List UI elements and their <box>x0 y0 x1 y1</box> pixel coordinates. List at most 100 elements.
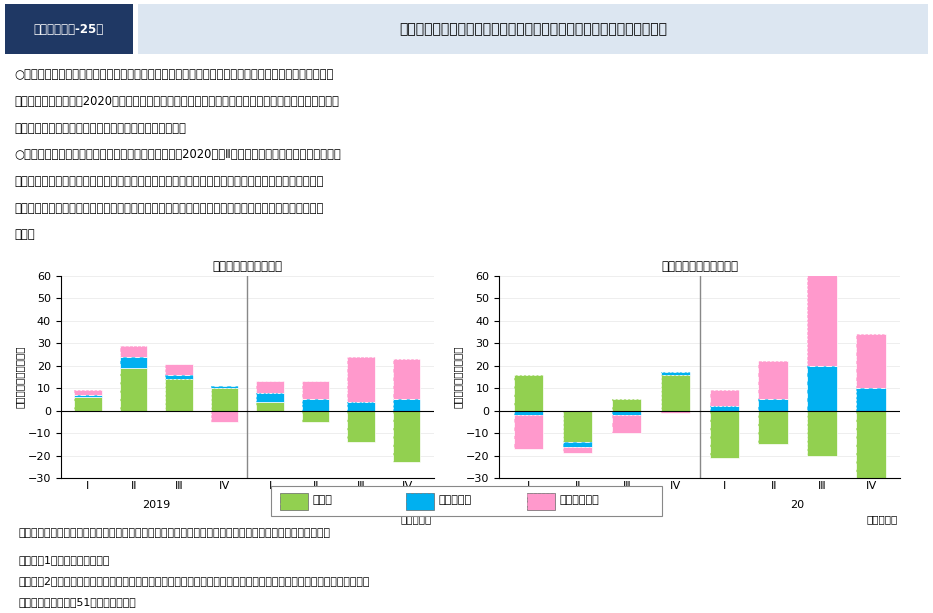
Bar <box>807 366 837 411</box>
Bar <box>759 411 787 444</box>
Bar <box>563 411 592 442</box>
Bar <box>257 381 284 393</box>
Bar <box>302 411 329 422</box>
Bar <box>75 390 102 395</box>
Bar <box>856 411 885 478</box>
Bar <box>612 415 641 433</box>
Bar <box>807 411 837 455</box>
Bar <box>856 334 885 388</box>
Bar <box>612 411 641 415</box>
Text: 第１－（５）-25図: 第１－（５）-25図 <box>34 23 104 36</box>
Bar <box>302 400 329 411</box>
Bar <box>759 361 787 400</box>
Bar <box>393 359 420 400</box>
Bar <box>709 406 739 411</box>
Bar <box>807 242 837 366</box>
Bar <box>138 4 928 54</box>
Bar <box>257 393 284 402</box>
Text: 20: 20 <box>790 500 804 511</box>
Text: 完全失業者: 完全失業者 <box>439 495 472 506</box>
Y-axis label: （前年同期差・万人）: （前年同期差・万人） <box>453 346 463 408</box>
Bar <box>257 402 284 411</box>
Bar <box>856 388 885 411</box>
Bar <box>119 357 147 368</box>
Bar <box>119 368 147 411</box>
Bar <box>856 411 885 478</box>
Bar <box>165 375 192 379</box>
Bar <box>280 493 308 509</box>
Bar <box>807 366 837 411</box>
Bar <box>119 346 147 357</box>
Bar <box>709 406 739 411</box>
Text: （年・期）: （年・期） <box>867 514 898 524</box>
Bar <box>514 415 543 449</box>
Bar <box>612 415 641 433</box>
Bar <box>211 388 238 411</box>
Bar <box>211 386 238 388</box>
Bar <box>211 411 238 422</box>
Bar <box>514 375 543 411</box>
Bar <box>856 388 885 411</box>
Bar <box>661 375 690 411</box>
Bar <box>165 379 192 411</box>
Title: 前職が正規雇用労働者: 前職が正規雇用労働者 <box>212 261 283 273</box>
Text: 全失業者になった者はいずれも前年同期比で「前職が正規雇用労働者」と比べ大幅な増加傾向にあ: 全失業者になった者はいずれも前年同期比で「前職が正規雇用労働者」と比べ大幅な増加… <box>14 202 323 215</box>
Bar <box>119 357 147 368</box>
Text: 就業者: 就業者 <box>313 495 332 506</box>
Bar <box>280 493 308 509</box>
Bar <box>661 373 690 375</box>
Bar <box>75 395 102 397</box>
Bar <box>514 411 543 415</box>
Title: 前職が非正規雇用労働者: 前職が非正規雇用労働者 <box>661 261 738 273</box>
Bar <box>563 442 592 447</box>
Text: 20: 20 <box>331 500 345 511</box>
Bar <box>709 411 739 458</box>
Text: 一方で完全失業者となった者がやや増加傾向にある。: 一方で完全失業者となった者がやや増加傾向にある。 <box>14 121 186 134</box>
Bar <box>393 400 420 411</box>
Bar <box>563 447 592 454</box>
Bar <box>347 357 375 402</box>
Text: る。: る。 <box>14 229 35 242</box>
Bar <box>211 386 238 388</box>
Bar <box>612 400 641 411</box>
Bar <box>612 411 641 415</box>
Bar <box>271 486 662 516</box>
Bar <box>5 4 133 54</box>
Bar <box>661 375 690 411</box>
Bar <box>709 411 739 458</box>
Bar <box>661 411 690 413</box>
Text: 2019: 2019 <box>588 500 616 511</box>
Bar <box>514 411 543 415</box>
Bar <box>165 364 192 375</box>
Bar <box>347 411 375 442</box>
Bar <box>119 346 147 357</box>
Text: 2019: 2019 <box>142 500 171 511</box>
Text: ある者については、2020年に入ってから、再び就業者となった者（転職した者）が減少傾向にある: ある者については、2020年に入ってから、再び就業者となった者（転職した者）が減… <box>14 95 339 108</box>
Text: た者は「前職が正規雇用労働者」よりも大きく減少している一方で、非労働力人口となった者、完: た者は「前職が正規雇用労働者」よりも大きく減少している一方で、非労働力人口となっ… <box>14 175 323 188</box>
Bar <box>514 375 543 411</box>
Bar <box>661 373 690 375</box>
Bar <box>75 390 102 395</box>
Bar <box>612 400 641 411</box>
Bar <box>347 402 375 411</box>
Bar <box>75 397 102 411</box>
Bar <box>302 411 329 422</box>
Bar <box>257 393 284 402</box>
Bar <box>661 411 690 413</box>
Bar <box>527 493 555 509</box>
Bar <box>709 390 739 406</box>
Bar <box>759 361 787 400</box>
Text: 2）本図では、過去１年以内に離職した者の就業状態について失業者でなく完全失業者で集計している（第１－: 2）本図では、過去１年以内に離職した者の就業状態について失業者でなく完全失業者で… <box>19 576 370 586</box>
Bar <box>75 397 102 411</box>
Bar <box>709 390 739 406</box>
Bar <box>347 411 375 442</box>
Text: ○「前職が非正規雇用労働者」である者については、2020年第Ⅱ四半期（４－６月期）以降、転職し: ○「前職が非正規雇用労働者」である者については、2020年第Ⅱ四半期（４－６月期… <box>14 148 341 161</box>
Bar <box>347 402 375 411</box>
Bar <box>527 493 555 509</box>
Bar <box>393 359 420 400</box>
Text: ○　過去１年以内に離職した者の就業状態の変化を雇用形態別にみると、「前職が正規雇用労働者」で: ○ 過去１年以内に離職した者の就業状態の変化を雇用形態別にみると、「前職が正規雇… <box>14 68 333 81</box>
Bar <box>393 400 420 411</box>
Text: （５）－51図と異なる）。: （５）－51図と異なる）。 <box>19 598 136 607</box>
Bar <box>165 364 192 375</box>
Bar <box>393 411 420 462</box>
